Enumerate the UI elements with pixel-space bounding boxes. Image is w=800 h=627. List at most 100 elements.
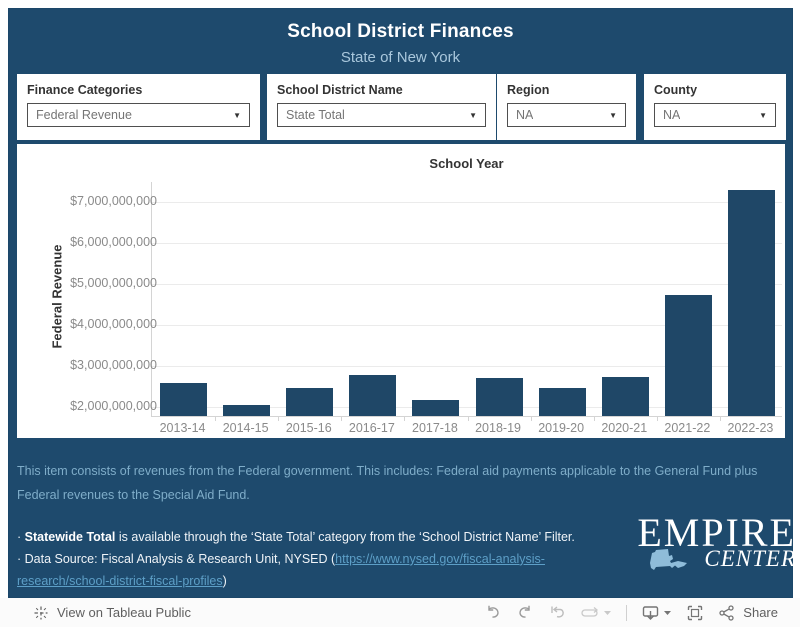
view-on-tableau-public-button[interactable]: View on Tableau Public	[33, 605, 191, 621]
share-label: Share	[743, 605, 778, 620]
x-axis-tick	[530, 416, 532, 421]
fullscreen-icon	[688, 605, 703, 620]
toolbar-actions: Share	[484, 604, 778, 622]
y-tick-label: $5,000,000,000	[70, 275, 157, 290]
filter-region: Region NA ▼	[497, 74, 636, 140]
dropdown-value: NA	[663, 108, 681, 122]
x-tick-label: 2014-15	[222, 421, 269, 435]
x-axis-tick	[278, 416, 280, 421]
gridline	[152, 242, 782, 244]
plot-area	[151, 182, 782, 421]
undo-icon	[488, 605, 499, 618]
dropdown-value: Federal Revenue	[36, 108, 132, 122]
chevron-down-icon: ▼	[609, 110, 617, 120]
gridline	[152, 406, 782, 408]
bar-2022-23[interactable]	[727, 190, 775, 416]
bar-2014-15[interactable]	[223, 404, 271, 416]
x-axis-tick	[467, 416, 469, 421]
y-tick-label: $6,000,000,000	[70, 234, 157, 249]
data-source-link[interactable]: https://www.nysed.gov/fiscal-analysis-re…	[17, 551, 545, 588]
page-subtitle: State of New York	[340, 49, 461, 66]
y-tick-label: $2,000,000,000	[70, 398, 157, 413]
x-tick-label: 2018-19	[475, 421, 521, 435]
chevron-down-icon: ▼	[759, 110, 767, 120]
new-york-state-icon	[650, 549, 687, 570]
x-axis-tick	[341, 416, 343, 421]
bar-2015-16[interactable]	[286, 387, 334, 416]
revert-icon	[551, 605, 565, 618]
gridline	[152, 283, 782, 285]
bar-2021-22[interactable]	[664, 295, 712, 416]
download-icon	[643, 605, 659, 620]
logo-text-center: CENTER	[624, 545, 796, 573]
bar-2013-14[interactable]	[160, 383, 208, 416]
filter-label: County	[654, 83, 698, 97]
chart-panel: School Year Federal Revenue $2,000,000,0…	[17, 144, 785, 438]
filter-label: School District Name	[277, 83, 403, 97]
x-tick-label: 2015-16	[285, 421, 332, 435]
refresh-button[interactable]	[580, 604, 612, 622]
bar-2018-19[interactable]	[475, 377, 523, 416]
bar-2016-17[interactable]	[349, 374, 397, 416]
undo-button[interactable]	[484, 604, 502, 622]
finance-categories-dropdown[interactable]: Federal Revenue ▼	[27, 103, 250, 127]
view-on-tableau-public-label: View on Tableau Public	[57, 605, 191, 620]
x-tick-label: 2022-23	[727, 421, 774, 435]
x-tick-label: 2021-22	[664, 421, 711, 435]
gridline	[152, 201, 782, 203]
filter-label: Finance Categories	[27, 83, 143, 97]
x-axis-tick	[593, 416, 595, 421]
bar-2020-21[interactable]	[601, 377, 649, 416]
chevron-down-icon	[664, 611, 672, 615]
logo-text-empire: EMPIRE	[637, 510, 796, 555]
region-dropdown[interactable]: NA ▼	[507, 103, 626, 127]
gridline	[152, 324, 782, 326]
tableau-logo-icon	[34, 606, 48, 619]
footnotes: · Statewide Total is available through t…	[17, 527, 629, 593]
footnote-bold: Statewide Total	[24, 530, 116, 544]
x-tick-label: 2017-18	[412, 421, 458, 435]
x-axis-tick	[215, 416, 217, 421]
bar-2017-18[interactable]	[412, 400, 460, 416]
share-icon	[719, 604, 734, 621]
fullscreen-button[interactable]	[686, 604, 704, 622]
filter-school-district-name: School District Name State Total ▼	[267, 74, 496, 140]
dropdown-value: NA	[516, 108, 534, 122]
description-text: This item consists of revenues from the …	[17, 464, 758, 502]
redo-button[interactable]	[516, 604, 534, 622]
y-tick-label: $4,000,000,000	[70, 316, 157, 331]
y-tick-label: $3,000,000,000	[70, 357, 157, 372]
toolbar-divider	[626, 604, 628, 621]
school-district-name-dropdown[interactable]: State Total ▼	[277, 103, 486, 127]
footnote-datasource: · Data Source: Fiscal Analysis & Researc…	[17, 551, 545, 588]
x-tick-label: 2013-14	[159, 421, 206, 435]
empire-center-logo: EMPIRE CENTER	[624, 513, 796, 573]
redo-icon	[519, 605, 530, 618]
x-axis-tick	[656, 416, 658, 421]
page-title: School District Finances	[287, 21, 514, 42]
share-button[interactable]: Share	[718, 604, 778, 622]
chevron-down-icon	[604, 611, 612, 615]
y-tick-label: $7,000,000,000	[70, 193, 157, 208]
dropdown-value: State Total	[286, 108, 345, 122]
revert-button[interactable]	[548, 604, 566, 622]
county-dropdown[interactable]: NA ▼	[654, 103, 776, 127]
filter-finance-categories: Finance Categories Federal Revenue ▼	[17, 74, 260, 140]
x-axis-tick	[719, 416, 721, 421]
filter-label: Region	[507, 83, 550, 97]
x-tick-label: 2019-20	[538, 421, 585, 435]
x-tick-label: 2016-17	[348, 421, 395, 435]
dashboard: School District Finances State of New Yo…	[8, 8, 796, 598]
footnote-statewide: · Statewide Total is available through t…	[17, 530, 575, 544]
chart-title: School Year	[429, 156, 504, 171]
x-axis-tick	[404, 416, 406, 421]
chevron-down-icon: ▼	[469, 110, 477, 120]
x-tick-label: 2020-21	[601, 421, 648, 435]
filter-county: County NA ▼	[644, 74, 786, 140]
bar-2019-20[interactable]	[538, 387, 586, 416]
refresh-icon	[581, 606, 599, 617]
download-button[interactable]	[641, 604, 672, 622]
gridline	[152, 365, 782, 367]
tableau-toolbar: View on Tableau Public	[0, 598, 800, 627]
